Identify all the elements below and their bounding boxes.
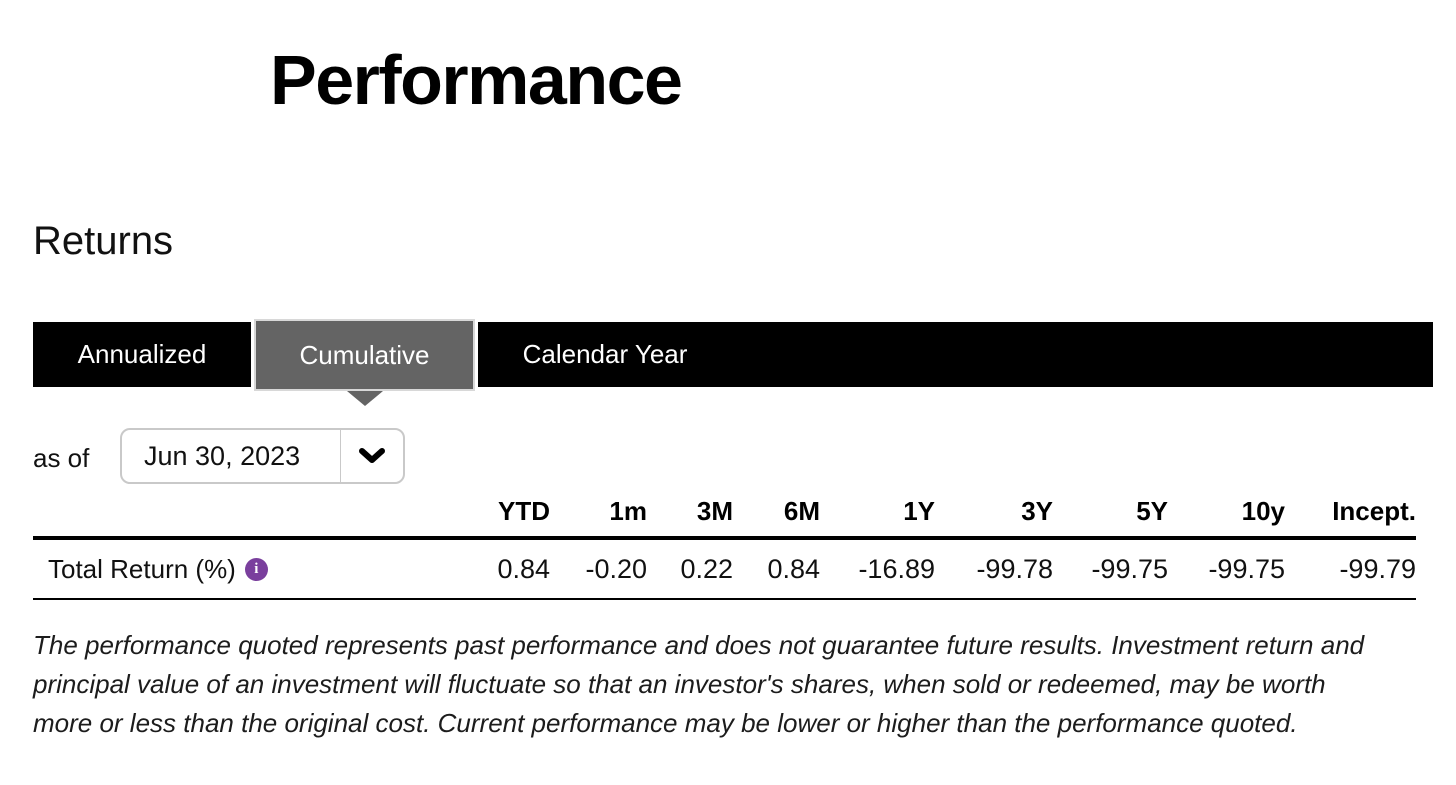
cell-3m: 0.22 <box>647 538 733 600</box>
header-empty <box>33 498 460 540</box>
tab-divider <box>251 322 254 387</box>
header-5y: 5Y <box>1053 498 1168 540</box>
section-title-returns: Returns <box>33 219 174 263</box>
tab-cumulative-label: Cumulative <box>299 339 430 370</box>
header-incept: Incept. <box>1285 498 1416 540</box>
header-ytd: YTD <box>460 498 550 540</box>
header-6m: 6M <box>733 498 820 540</box>
cell-6m: 0.84 <box>733 538 820 600</box>
header-1m: 1m <box>550 498 647 540</box>
cell-10y: -99.75 <box>1168 538 1285 600</box>
performance-disclaimer: The performance quoted represents past p… <box>33 630 1365 738</box>
tab-calendar-year[interactable]: Calendar Year <box>478 322 732 387</box>
header-3m: 3M <box>647 498 733 540</box>
cell-3y: -99.78 <box>935 538 1053 600</box>
as-of-label: as of <box>33 443 90 473</box>
tab-divider <box>475 322 478 387</box>
cell-5y: -99.75 <box>1053 538 1168 600</box>
cell-ytd: 0.84 <box>460 538 550 600</box>
dropdown-divider <box>340 430 341 482</box>
cell-1y: -16.89 <box>820 538 935 600</box>
returns-table: YTD 1m 3M 6M 1Y 3Y 5Y 10y Incept. Total … <box>33 498 1416 600</box>
row-label-text: Total Return (%) <box>48 553 236 584</box>
tab-calendar-year-label: Calendar Year <box>522 339 688 369</box>
row-label-cell: Total Return (%) i <box>33 538 460 600</box>
info-icon[interactable]: i <box>244 557 268 581</box>
cell-1m: -0.20 <box>550 538 647 600</box>
as-of-date-dropdown[interactable]: Jun 30, 2023 <box>120 428 405 484</box>
header-1y: 1Y <box>820 498 935 540</box>
table-row-total-return: Total Return (%) i 0.84 -0.20 0.22 0.84 … <box>33 538 1416 600</box>
tab-annualized[interactable]: Annualized <box>33 322 251 387</box>
header-3y: 3Y <box>935 498 1053 540</box>
page-title: Performance <box>270 41 683 119</box>
tab-cumulative[interactable]: Cumulative <box>254 319 475 406</box>
chevron-down-icon[interactable] <box>341 430 403 482</box>
tabbar-filler <box>732 322 1433 387</box>
as-of-date-value: Jun 30, 2023 <box>144 440 301 471</box>
selected-tab-pointer <box>346 391 383 406</box>
cell-incept: -99.79 <box>1285 538 1416 600</box>
returns-tabbar: Annualized Cumulative Calendar Year <box>33 319 1433 406</box>
table-header-row: YTD 1m 3M 6M 1Y 3Y 5Y 10y Incept. <box>33 498 1416 540</box>
header-10y: 10y <box>1168 498 1285 540</box>
tab-annualized-label: Annualized <box>77 339 207 369</box>
